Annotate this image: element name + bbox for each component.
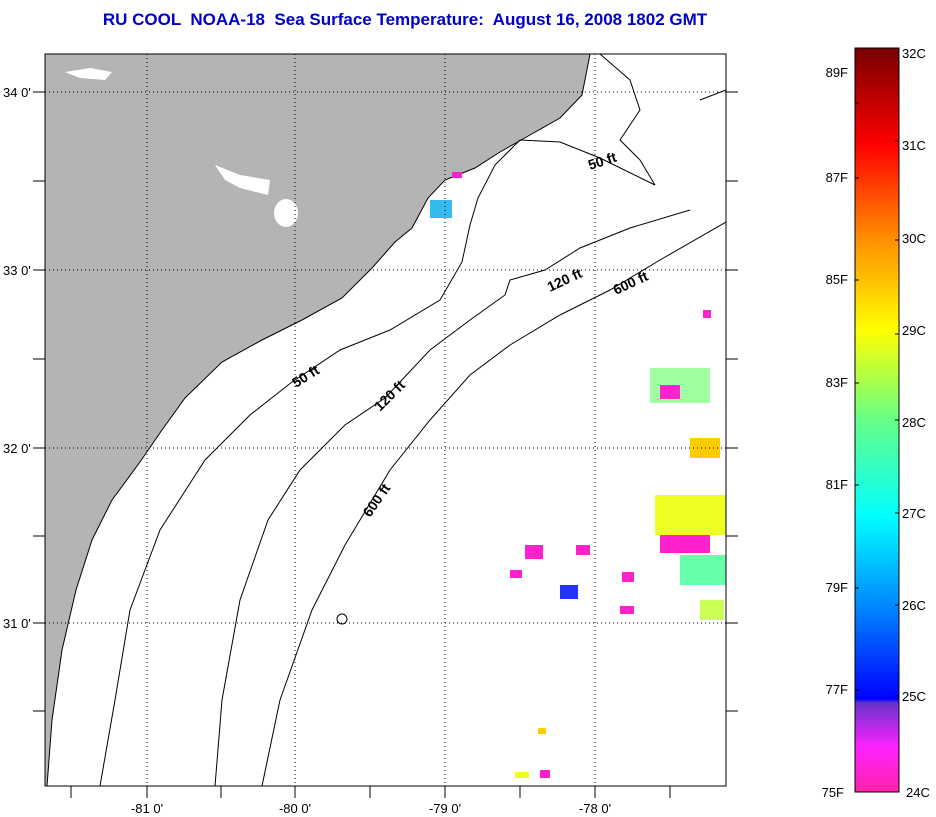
colorbar-c-label: 24C [906, 785, 930, 800]
x-axis-ticks [70, 786, 671, 798]
map-title: RU COOL NOAA-18 Sea Surface Temperature:… [102, 10, 708, 29]
colorbar-c-label: 27C [902, 506, 926, 521]
colorbar-f-label: 87F [826, 170, 848, 185]
colorbar-c-label: 30C [902, 231, 926, 246]
lon-tick-label: -81 0' [131, 801, 163, 816]
lon-tick-label: -80 0' [279, 801, 311, 816]
colorbar-f-label: 75F [822, 785, 844, 800]
colorbar-f-label: 81F [826, 477, 848, 492]
colorbar-c-label: 26C [902, 598, 926, 613]
colorbar-f-label: 85F [826, 272, 848, 287]
depth-contours [99, 139, 726, 786]
contour-120ft [214, 209, 691, 786]
colorbar-f-label: 77F [826, 682, 848, 697]
colorbar-f-label: 79F [826, 580, 848, 595]
land [45, 54, 590, 786]
colorbar-c-label: 31C [902, 138, 926, 153]
colorbar-c-label: 25C [902, 689, 926, 704]
colorbar-f-label: 89F [826, 65, 848, 80]
lat-tick-label: 32 0' [3, 441, 31, 456]
contour-600ft [261, 221, 726, 786]
inland-water [65, 68, 298, 227]
lat-tick-label: 33 0' [3, 263, 31, 278]
colorbar-c-label: 28C [902, 415, 926, 430]
lat-tick-label: 34 0' [3, 85, 31, 100]
sst-patches [430, 172, 726, 778]
colorbar-gradient [854, 47, 900, 793]
colorbar-c-label: 32C [902, 46, 926, 61]
graticule [45, 54, 726, 786]
colorbar-ticks [855, 102, 899, 697]
contour-50ft [99, 139, 656, 786]
colorbar: 89F 87F 85F 83F 81F 79F 77F 75F 32C 31C … [822, 46, 930, 800]
lon-tick-label: -78 0' [579, 801, 611, 816]
map-frame [44, 53, 727, 787]
lon-tick-label: -79 0' [429, 801, 461, 816]
y-axis-ticks [33, 91, 738, 712]
colorbar-c-label: 29C [902, 323, 926, 338]
colorbar-f-label: 83F [826, 375, 848, 390]
map-area: 50 ft 50 ft 120 ft 120 ft 600 ft 600 ft [45, 54, 726, 786]
lat-tick-label: 31 0' [3, 616, 31, 631]
